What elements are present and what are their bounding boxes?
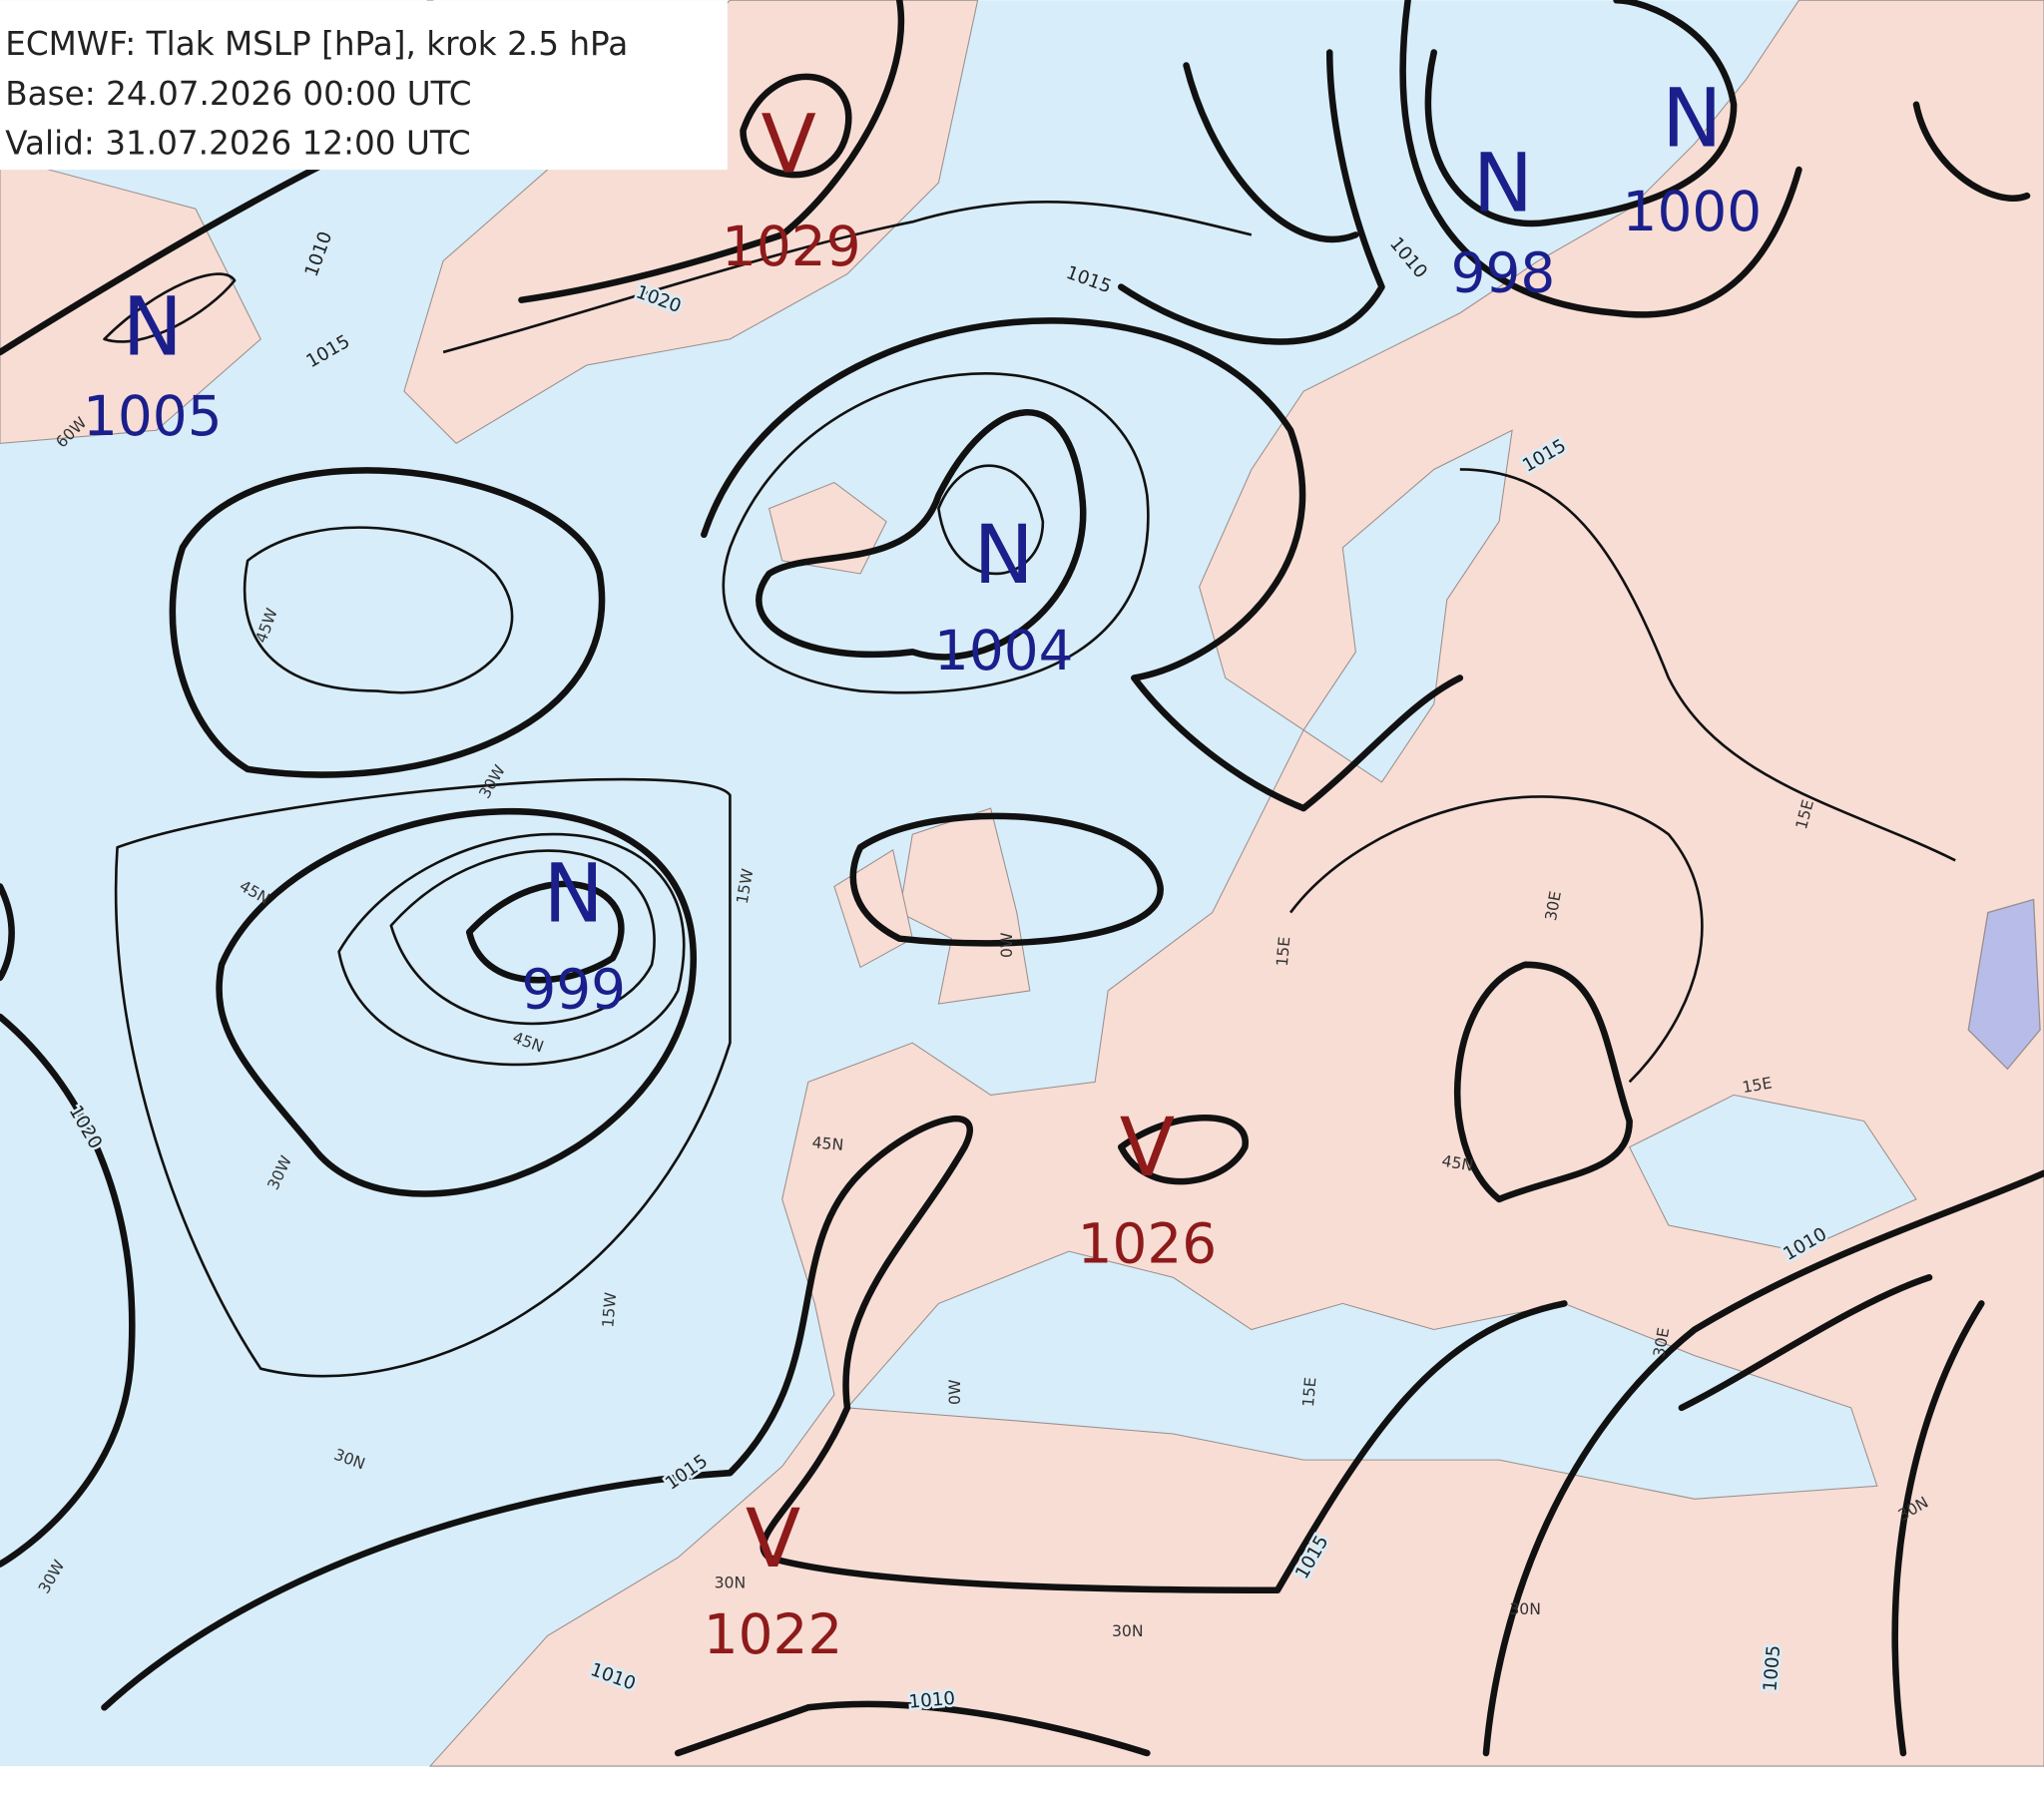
grid-label: 15E xyxy=(1741,1073,1774,1097)
grid-label: 0W xyxy=(945,1379,964,1404)
header: ECMWF: Tlak MSLP [hPa], krok 2.5 hPa Bas… xyxy=(0,0,728,171)
isobar-label: 1005 xyxy=(1760,1644,1785,1692)
center-value: 1004 xyxy=(934,619,1074,682)
grid-label: 15E xyxy=(1298,1376,1320,1407)
mediterranean xyxy=(845,1250,1878,1500)
center-value: 999 xyxy=(521,958,626,1022)
center-value: 1000 xyxy=(1623,180,1763,243)
center-symbol: V xyxy=(746,1493,800,1586)
center-value: 1026 xyxy=(1078,1211,1218,1275)
grid-label: 30E xyxy=(1541,890,1565,923)
center-value: 1005 xyxy=(83,384,223,448)
black-sea xyxy=(1628,1094,1917,1252)
center-symbol: N xyxy=(543,847,604,941)
center-symbol: N xyxy=(973,509,1034,603)
grid-label: 15W xyxy=(598,1291,620,1328)
grid-label: 0W xyxy=(997,932,1016,957)
grid-label: 15E xyxy=(1273,936,1294,967)
canada xyxy=(0,156,261,444)
center-symbol: N xyxy=(1473,138,1534,231)
grid-label: 30N xyxy=(1112,1621,1144,1640)
header-line: Valid: 31.07.2026 12:00 UTC xyxy=(5,124,470,162)
header-box xyxy=(0,0,728,171)
grid-label: 30E xyxy=(1649,1326,1673,1359)
center-value: 1022 xyxy=(704,1602,843,1666)
header-line: ECMWF: Tlak MSLP [hPa], krok 2.5 hPa xyxy=(5,25,628,63)
grid-label: 30N xyxy=(1509,1599,1541,1618)
center-symbol: N xyxy=(123,280,184,374)
caspian xyxy=(1967,898,2041,1071)
europe-asia-africa xyxy=(428,0,2044,1767)
greenland xyxy=(403,0,979,445)
pressure-centers: V 1029 N 1005 N 1004 N 999 N 998 N 1000 … xyxy=(83,72,1762,1666)
header-line: Base: 24.07.2026 00:00 UTC xyxy=(5,75,471,113)
center-value: 998 xyxy=(1451,240,1556,304)
grid-label: 45N xyxy=(811,1132,844,1154)
center-symbol: V xyxy=(1120,1102,1175,1195)
center-symbol: V xyxy=(762,98,816,192)
grid-label: 30N xyxy=(715,1574,747,1592)
center-symbol: N xyxy=(1662,72,1723,166)
center-value: 1029 xyxy=(722,215,861,278)
isobar-label: 1010 xyxy=(908,1688,956,1713)
isobars xyxy=(0,0,2044,1757)
